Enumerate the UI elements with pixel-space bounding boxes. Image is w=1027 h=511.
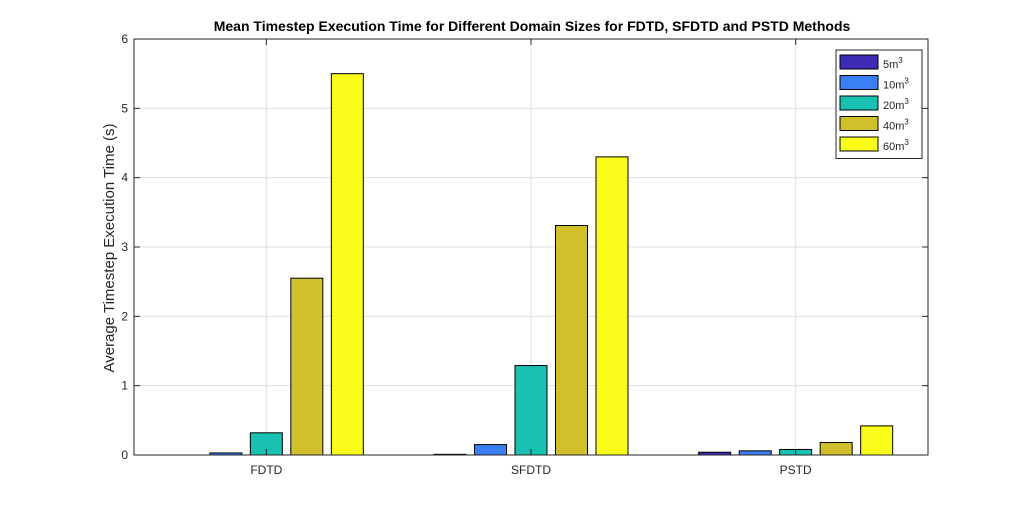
legend-label-text: 10m [883, 80, 904, 92]
legend-label-superscript: 3 [898, 56, 903, 65]
legend-swatch [839, 75, 879, 90]
legend-label: 40m3 [883, 118, 909, 133]
y-tick-label: 5 [121, 101, 128, 115]
bars [209, 73, 894, 456]
y-tick-label: 3 [121, 240, 128, 254]
legend-swatch [839, 54, 879, 70]
bar-40m-pstd [819, 442, 853, 456]
bar-40m-sfdtd [555, 225, 588, 456]
bar-40m-fdtd [290, 277, 324, 456]
legend-label-superscript: 3 [904, 138, 909, 147]
x-tick-label: SFDTD [511, 463, 551, 477]
axis-ticks: 0 1 2 3 4 5 6 FDTD SFDTD PSTD [121, 32, 928, 477]
y-tick-label: 2 [121, 309, 128, 323]
bar-10m-pstd [738, 450, 772, 456]
legend-label: 5m3 [883, 56, 903, 71]
legend-label: 60m3 [883, 138, 909, 153]
legend-label: 10m3 [883, 77, 909, 92]
legend-swatch [839, 95, 879, 111]
grid-lines [134, 39, 928, 455]
bar-20m-sfdtd [514, 365, 548, 456]
legend-swatch [839, 136, 879, 152]
legend-label-text: 40m [883, 121, 904, 133]
y-tick-label: 1 [121, 379, 128, 393]
legend-label-superscript: 3 [904, 118, 909, 127]
legend-label-text: 20m [883, 100, 904, 112]
legend-label-superscript: 3 [904, 97, 909, 106]
legend-label-text: 60m [883, 141, 904, 153]
bar-10m-sfdtd [474, 444, 507, 456]
legend-swatch [839, 116, 879, 131]
legend-label-text: 5m [883, 59, 898, 71]
legend-label: 20m3 [883, 97, 909, 112]
bar-60m-fdtd [330, 73, 364, 456]
y-axis-label: Average Timestep Execution Time (s) [101, 124, 118, 373]
y-tick-label: 4 [121, 171, 128, 185]
y-tick-label: 6 [121, 32, 128, 46]
chart-title: Mean Timestep Execution Time for Differe… [214, 18, 851, 34]
legend-label-superscript: 3 [904, 77, 909, 86]
y-tick-label: 0 [121, 448, 128, 462]
x-tick-label: FDTD [250, 463, 282, 477]
bar-60m-pstd [860, 425, 894, 456]
bar-60m-sfdtd [595, 156, 629, 456]
x-tick-label: PSTD [780, 463, 812, 477]
